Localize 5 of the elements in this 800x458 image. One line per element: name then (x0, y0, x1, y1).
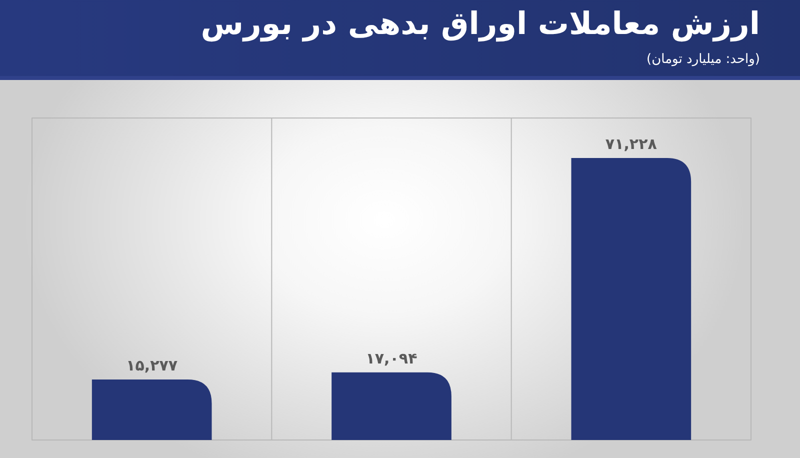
title: ارزش معاملات اوراق بدهی در بورس (200, 6, 760, 42)
value-label: ۱۵,۲۷۷ (126, 356, 178, 375)
value-label: ۱۷,۰۹۴ (366, 349, 418, 368)
value-label: ۷۱,۲۲۸ (605, 135, 657, 153)
subtitle: (واحد: میلیارد تومان) (646, 52, 760, 67)
